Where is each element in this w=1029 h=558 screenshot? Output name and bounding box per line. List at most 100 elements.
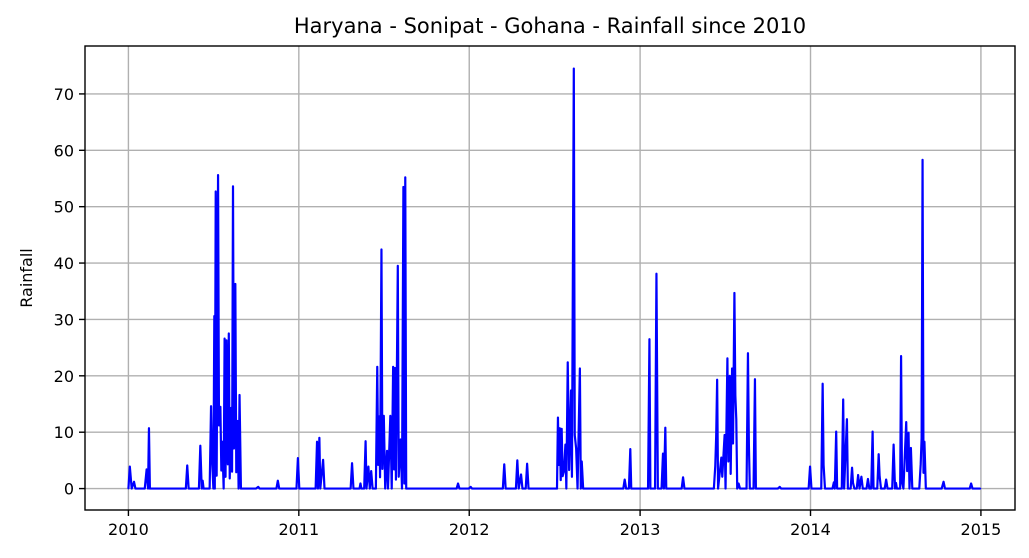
rainfall-data-point — [942, 481, 945, 483]
rainfall-data-point — [944, 487, 946, 490]
rainfall-data-point — [566, 361, 569, 364]
rainfall-data-point — [365, 487, 368, 490]
rainfall-data-point — [358, 487, 361, 490]
rainfall-data-point — [919, 463, 922, 466]
rainfall-data-point — [905, 421, 908, 423]
rainfall-data-point — [654, 487, 656, 490]
ticks: 2010 2011 2012 2013 2014 2015 0 10 20 30 40 50 60 70 — [54, 85, 1002, 539]
rainfall-data-point — [906, 470, 908, 472]
rainfall-data-point — [322, 459, 324, 461]
rainfall-data-point — [723, 434, 726, 436]
rainfall-data-point — [971, 487, 974, 490]
y-tick-label: 40 — [54, 254, 74, 273]
rainfall-data-point — [747, 352, 749, 355]
rainfall-data-point — [397, 475, 400, 478]
rainfall-data-point — [351, 462, 353, 465]
rainfall-data-point — [559, 479, 562, 481]
rainfall-data-point — [502, 487, 504, 490]
rainfall-data-point — [559, 427, 561, 430]
series-layer — [127, 67, 982, 490]
rainfall-data-point — [390, 487, 393, 490]
rainfall-data-point — [238, 394, 241, 396]
rainfall-data-point — [521, 487, 524, 490]
rainfall-data-point — [862, 487, 864, 490]
rainfall-data-point — [895, 482, 897, 484]
rainfall-data-point — [127, 487, 130, 490]
rainfall-data-point — [232, 185, 234, 188]
rainfall-data-point — [573, 67, 575, 70]
rainfall-data-point — [807, 487, 810, 490]
rainfall-data-point — [130, 487, 133, 490]
rainfall-data-point — [149, 487, 151, 490]
rainfall-data-point — [660, 487, 663, 490]
rainfall-data-point — [892, 443, 895, 446]
rainfall-data-point — [843, 487, 845, 490]
rainfall-data-point — [148, 427, 150, 430]
rainfall-data-point — [573, 434, 576, 436]
rainfall-data-point — [187, 487, 190, 490]
rainfall-data-point — [228, 477, 231, 480]
y-tick-label: 10 — [54, 423, 74, 442]
rainfall-data-point — [314, 487, 317, 490]
rainfall-data-point — [199, 444, 202, 447]
rainfall-data-point — [364, 440, 367, 443]
rainfall-data-point — [732, 442, 734, 445]
rainfall-data-point — [401, 487, 403, 490]
rainfall-data-point — [457, 482, 459, 485]
rainfall-data-point — [780, 487, 782, 490]
rainfall-data-point — [201, 479, 204, 482]
rainfall-data-point — [880, 487, 882, 490]
rainfall-data-point — [833, 481, 835, 484]
rainfall-data-point — [236, 420, 239, 422]
rainfall-data-point — [240, 487, 242, 490]
rainfall-data-point — [894, 487, 896, 490]
rainfall-data-point — [570, 389, 572, 392]
rainfall-data-point — [227, 463, 229, 466]
rainfall-data-point — [883, 487, 886, 490]
x-tick-label: 2015 — [961, 520, 1002, 539]
rainfall-data-point — [831, 487, 834, 490]
rainfall-data-point — [749, 487, 751, 490]
rainfall-data-point — [223, 337, 226, 340]
rainfall-data-point — [405, 487, 408, 490]
rainfall-data-point — [896, 487, 898, 490]
rainfall-data-point — [394, 367, 396, 369]
rainfall-data-point — [556, 487, 558, 490]
rainfall-series-line — [127, 67, 981, 490]
rainfall-data-point — [527, 487, 530, 490]
rainfall-data-point — [200, 487, 203, 490]
rainfall-data-point — [737, 482, 740, 485]
rainfall-data-point — [720, 456, 723, 459]
rainfall-data-point — [836, 487, 838, 490]
rainfall-data-point — [524, 487, 527, 490]
rainfall-data-point — [630, 487, 633, 490]
rainfall-data-point — [380, 248, 383, 251]
rainfall-data-point — [724, 487, 727, 490]
rainfall-data-point — [557, 416, 559, 419]
rainfall-data-point — [383, 415, 385, 417]
rainfall-data-point — [277, 479, 279, 482]
rainfall-data-point — [877, 453, 880, 455]
rainfall-data-point — [526, 462, 528, 465]
rainfall-data-point — [392, 366, 394, 368]
rainfall-data-point — [558, 464, 560, 466]
rainfall-data-point — [561, 475, 564, 477]
rainfall-data-point — [393, 468, 395, 471]
rainfall-data-point — [520, 473, 522, 476]
rainfall-data-point — [876, 487, 879, 490]
rainfall-data-point — [629, 448, 632, 450]
rainfall-data-point — [222, 487, 225, 490]
rainfall-data-point — [851, 466, 853, 469]
rainfall-data-point — [515, 487, 517, 490]
rainfall-data-point — [925, 487, 927, 490]
rainfall-data-point — [886, 487, 889, 490]
rainfall-data-point — [729, 473, 732, 475]
rainfall-data-point — [213, 487, 216, 490]
rainfall-data-point — [219, 406, 222, 408]
rainfall-data-point — [664, 426, 667, 429]
y-tick-label: 30 — [54, 310, 74, 329]
rainfall-data-point — [185, 487, 187, 490]
y-tick-label: 20 — [54, 367, 74, 386]
rainfall-data-point — [745, 487, 748, 490]
rainfall-data-point — [378, 415, 380, 418]
